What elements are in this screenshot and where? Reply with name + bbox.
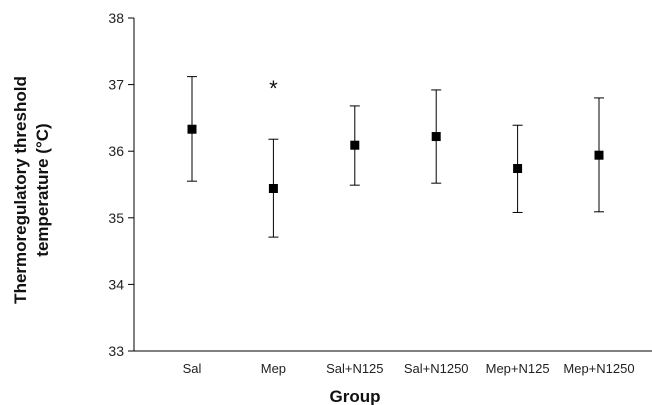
data-point-5 [594, 97, 604, 213]
data-point-3 [431, 89, 442, 184]
x-tick-label-5: Mep+N1250 [563, 361, 634, 376]
mean-marker-3 [431, 132, 441, 142]
significance-marker-0: * [269, 76, 278, 101]
data-point-0 [187, 76, 197, 182]
mean-marker-4 [513, 164, 523, 174]
x-tick-label-2: Sal+N125 [326, 361, 383, 376]
y-axis-title-line-2: temperature (°C) [33, 123, 52, 256]
data-point-1 [268, 138, 279, 238]
data-points: * [187, 76, 604, 238]
x-tick-label-3: Sal+N1250 [404, 361, 469, 376]
x-axis: Sal Mep Sal+N125 Sal+N1250 Mep+N125 Mep+N1250 [134, 350, 652, 376]
y-axis: 33 34 35 36 37 38 [108, 10, 135, 359]
y-tick-label-2: 35 [108, 210, 124, 226]
x-axis-title: Group [330, 387, 381, 405]
y-tick-label-0: 33 [108, 343, 124, 359]
y-tick-label-3: 36 [108, 143, 124, 159]
y-tick-label-1: 34 [108, 276, 124, 292]
y-tick-label-4: 37 [108, 77, 124, 93]
mean-marker-0 [187, 124, 197, 134]
x-tick-label-0: Sal [183, 361, 202, 376]
y-axis-title: Thermoregulatory threshold temperature (… [11, 76, 52, 304]
mean-marker-2 [350, 140, 360, 150]
mean-marker-1 [268, 183, 278, 193]
data-point-4 [512, 124, 523, 213]
y-tick-label-5: 38 [108, 10, 124, 26]
data-point-2 [349, 105, 360, 186]
mean-marker-5 [594, 150, 604, 160]
y-axis-title-line-1: Thermoregulatory threshold [11, 76, 30, 304]
x-tick-label-1: Mep [261, 361, 286, 376]
x-tick-label-4: Mep+N125 [486, 361, 550, 376]
